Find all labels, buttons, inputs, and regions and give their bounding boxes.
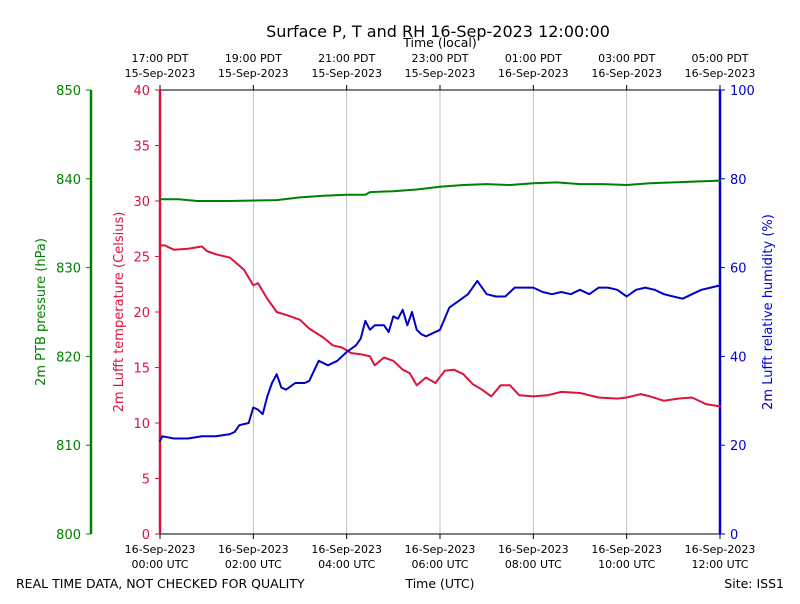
bottom-tick-time-6: 12:00 UTC xyxy=(691,558,748,571)
temperature-tick-label-8: 40 xyxy=(133,84,150,99)
humidity-axis-label: 2m Lufft relative humidity (%) xyxy=(761,214,776,410)
bottom-tick-date-0: 16-Sep-2023 xyxy=(125,543,196,556)
top-tick-time-5: 03:00 PDT xyxy=(598,52,655,65)
temperature-tick-label-0: 0 xyxy=(142,528,150,543)
temperature-tick-label-1: 5 xyxy=(142,473,150,488)
top-tick-date-3: 15-Sep-2023 xyxy=(405,67,476,80)
bottom-tick-time-2: 04:00 UTC xyxy=(318,558,375,571)
footer-quality-note: REAL TIME DATA, NOT CHECKED FOR QUALITY xyxy=(16,576,305,591)
humidity-tick-label-5: 100 xyxy=(730,84,755,99)
footer-site-label: Site: ISS1 xyxy=(724,576,784,591)
bottom-tick-time-1: 02:00 UTC xyxy=(225,558,282,571)
humidity-series-line xyxy=(159,279,721,442)
bottom-tick-date-3: 16-Sep-2023 xyxy=(405,543,476,556)
humidity-tick-label-4: 80 xyxy=(730,173,747,188)
temperature-series-line xyxy=(159,244,721,408)
pressure-tick-label-4: 840 xyxy=(56,173,81,188)
pressure-tick-label-5: 850 xyxy=(56,84,81,99)
top-tick-time-3: 23:00 PDT xyxy=(411,52,468,65)
pressure-series-line xyxy=(159,179,721,202)
top-tick-date-4: 16-Sep-2023 xyxy=(498,67,569,80)
top-tick-date-6: 16-Sep-2023 xyxy=(685,67,756,80)
top-axis-label: Time (local) xyxy=(402,35,476,50)
bottom-tick-time-0: 00:00 UTC xyxy=(131,558,188,571)
bottom-tick-date-4: 16-Sep-2023 xyxy=(498,543,569,556)
top-tick-time-1: 19:00 PDT xyxy=(225,52,282,65)
top-tick-time-2: 21:00 PDT xyxy=(318,52,375,65)
bottom-tick-date-2: 16-Sep-2023 xyxy=(311,543,382,556)
humidity-tick-label-1: 20 xyxy=(730,439,747,454)
humidity-tick-label-3: 60 xyxy=(730,262,747,277)
top-tick-date-1: 15-Sep-2023 xyxy=(218,67,289,80)
bottom-tick-date-1: 16-Sep-2023 xyxy=(218,543,289,556)
top-tick-time-4: 01:00 PDT xyxy=(505,52,562,65)
pressure-tick-label-1: 810 xyxy=(56,439,81,454)
pressure-tick-label-2: 820 xyxy=(56,350,81,365)
top-tick-date-0: 15-Sep-2023 xyxy=(125,67,196,80)
top-tick-time-6: 05:00 PDT xyxy=(691,52,748,65)
pressure-tick-label-3: 830 xyxy=(56,262,81,277)
temperature-tick-label-2: 10 xyxy=(133,417,150,432)
temperature-tick-label-5: 25 xyxy=(133,251,150,266)
temperature-tick-label-4: 20 xyxy=(133,306,150,321)
bottom-axis-label: Time (UTC) xyxy=(404,576,474,591)
chart-title: Surface P, T and RH 16-Sep-2023 12:00:00 xyxy=(266,22,610,41)
bottom-tick-time-5: 10:00 UTC xyxy=(598,558,655,571)
bottom-tick-date-6: 16-Sep-2023 xyxy=(685,543,756,556)
humidity-tick-label-0: 0 xyxy=(730,528,738,543)
humidity-tick-label-2: 40 xyxy=(730,350,747,365)
bottom-tick-date-5: 16-Sep-2023 xyxy=(591,543,662,556)
bottom-tick-time-4: 08:00 UTC xyxy=(505,558,562,571)
pressure-axis-label: 2m PTB pressure (hPa) xyxy=(34,238,49,386)
temperature-tick-label-7: 35 xyxy=(133,140,150,155)
temperature-tick-label-6: 30 xyxy=(133,195,150,210)
pressure-tick-label-0: 800 xyxy=(56,528,81,543)
top-tick-date-2: 15-Sep-2023 xyxy=(311,67,382,80)
top-tick-date-5: 16-Sep-2023 xyxy=(591,67,662,80)
temperature-tick-label-3: 15 xyxy=(133,362,150,377)
top-tick-time-0: 17:00 PDT xyxy=(131,52,188,65)
bottom-tick-time-3: 06:00 UTC xyxy=(411,558,468,571)
temperature-axis-label: 2m Lufft temperature (Celsius) xyxy=(112,212,127,413)
